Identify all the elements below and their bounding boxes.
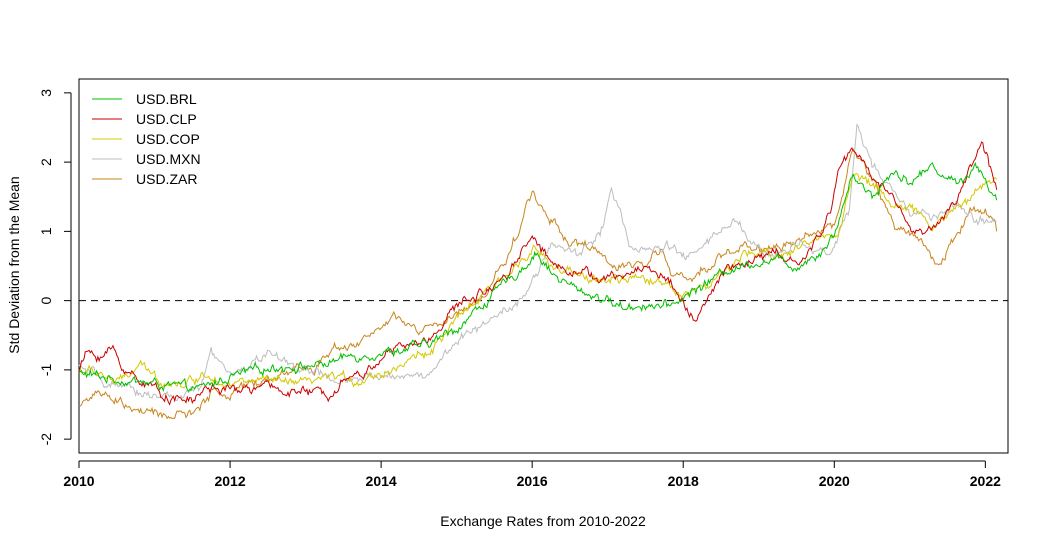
- legend-label: USD.CLP: [136, 111, 197, 127]
- legend-label: USD.BRL: [136, 91, 197, 107]
- series-line-usd-brl: [78, 161, 998, 392]
- x-tick-label: 2010: [63, 473, 94, 489]
- legend: USD.BRL USD.CLP USD.COP USD.MXN USD.ZAR: [92, 91, 201, 187]
- legend-label: USD.ZAR: [136, 171, 197, 187]
- x-axis-title: Exchange Rates from 2010-2022: [440, 513, 646, 529]
- series-line-usd-mxn: [78, 123, 997, 402]
- y-tick-label: 3: [38, 89, 54, 97]
- y-tick-label: -2: [38, 433, 54, 446]
- x-tick-label: 2020: [819, 473, 850, 489]
- x-tick-label: 2012: [214, 473, 245, 489]
- series-line-usd-clp: [78, 141, 998, 406]
- x-tick-label: 2018: [668, 473, 699, 489]
- legend-label: USD.MXN: [136, 151, 201, 167]
- series-line-usd-cop: [78, 172, 998, 390]
- x-tick-label: 2022: [970, 473, 1001, 489]
- y-tick-label: 0: [38, 297, 54, 305]
- series-layer: [78, 123, 998, 420]
- y-tick-label: 2: [38, 158, 54, 166]
- x-axis: 2010 2012 2014 2016 2018 2020 2022: [63, 460, 1001, 489]
- y-tick-label: -1: [38, 363, 54, 376]
- x-tick-label: 2016: [517, 473, 548, 489]
- legend-label: USD.COP: [136, 131, 200, 147]
- x-tick-label: 2014: [366, 473, 397, 489]
- plot-frame: [78, 78, 1009, 454]
- series-line-usd-zar: [78, 148, 998, 420]
- y-tick-label: 1: [38, 227, 54, 235]
- y-axis-title: Std Deviation from the Mean: [6, 176, 22, 353]
- y-axis: -2 -1 0 1 2 3: [38, 89, 72, 446]
